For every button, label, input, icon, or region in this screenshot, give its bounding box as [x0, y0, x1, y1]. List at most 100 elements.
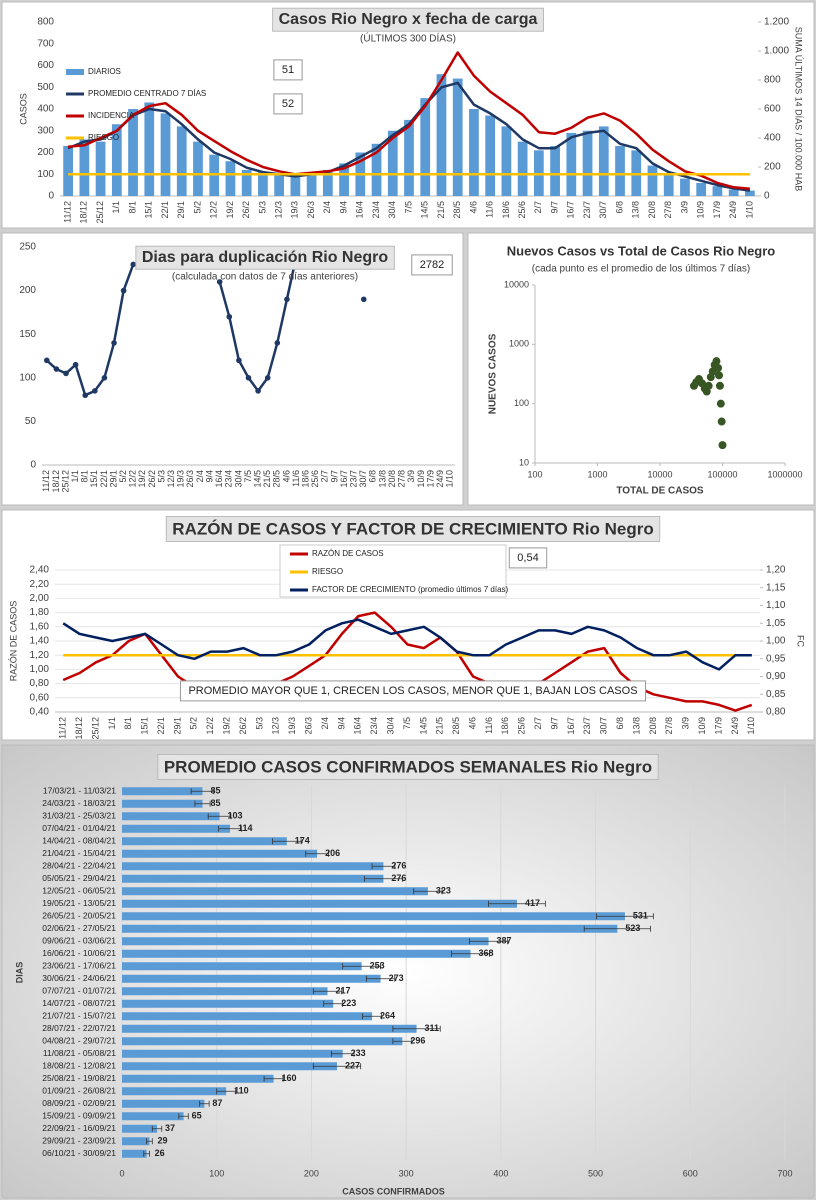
x-tick-label: 19/3 — [176, 470, 186, 488]
x-tick-label: 26/2 — [238, 717, 248, 735]
error-bar — [199, 1100, 210, 1107]
bar — [122, 1099, 205, 1108]
y-tick-label: 1,20 — [30, 650, 50, 661]
x-tick-label: 100 — [527, 469, 542, 479]
value-label: 311 — [425, 1023, 440, 1033]
x-tick-label: 23/7 — [349, 470, 359, 488]
y-tick-label: 1000 — [509, 339, 529, 349]
error-bar — [207, 813, 232, 820]
x-tick-label: 7/5 — [243, 470, 253, 483]
y-tick-label: 10 — [519, 457, 529, 467]
error-bar — [143, 1150, 150, 1157]
x-tick-label: 28/5 — [452, 201, 462, 219]
point — [704, 381, 713, 390]
value-label: 223 — [341, 998, 356, 1008]
bar — [469, 109, 479, 196]
point — [716, 399, 725, 408]
x-tick-label: 21/5 — [436, 201, 446, 219]
bar — [193, 141, 203, 196]
x-tick-label: 17/9 — [425, 470, 435, 488]
bar — [63, 145, 73, 196]
y-tick-label: 200 — [19, 285, 36, 296]
x-tick-label: 30/4 — [385, 717, 395, 735]
x-tick-label: 1/1 — [107, 717, 117, 730]
point — [216, 279, 223, 285]
bar — [122, 937, 489, 946]
x-tick-label: 26/3 — [185, 470, 195, 488]
x-tick-label: 20/8 — [647, 201, 657, 219]
x-tick-label: 27/8 — [664, 717, 674, 735]
x-tick-label: 27/8 — [397, 470, 407, 488]
point — [274, 340, 281, 346]
bar — [322, 169, 333, 196]
x-tick-label: 10000 — [647, 469, 672, 479]
point — [236, 357, 242, 364]
x-tick-label: 22/1 — [156, 717, 166, 735]
x-tick-label: 4/6 — [467, 717, 477, 730]
x-tick-label: 30/4 — [233, 470, 243, 488]
error-bar — [392, 1025, 441, 1032]
value-label: 110 — [234, 1086, 249, 1096]
point — [255, 388, 261, 394]
legend-label: FACTOR DE CRECIMIENTO (promedio últimos … — [312, 585, 509, 594]
x-tick-label: 18/12 — [79, 201, 89, 224]
x-tick-label: 11/6 — [291, 470, 301, 487]
x-tick-label: 19/3 — [287, 717, 297, 735]
y-axis-label: RAZÓN DE CASOS — [8, 601, 18, 682]
y2-tick-label: 200 — [764, 162, 781, 173]
y-tick-label: 800 — [37, 17, 54, 28]
bar — [111, 124, 122, 196]
error-bar — [362, 1013, 382, 1020]
bar — [485, 115, 496, 196]
error-bar — [178, 1113, 189, 1120]
chart-title: Dias para duplicación Rio Negro — [142, 249, 389, 266]
series-line — [62, 618, 752, 671]
x-tick-label: 6/8 — [614, 201, 624, 214]
bar — [306, 172, 317, 196]
y2-axis-label: SUMA ÚLTIMOS 14 DÍAS / 100.000 HAB — [794, 27, 804, 191]
legend-label: DIARIOS — [88, 67, 121, 76]
bar — [122, 837, 287, 846]
x-tick-label: 10/9 — [697, 717, 707, 735]
error-bar — [312, 988, 343, 995]
x-tick-label: 15/1 — [140, 717, 150, 735]
annotation: 51 — [282, 64, 294, 76]
y2-tick-label: 1,00 — [766, 636, 786, 647]
bar — [122, 1137, 150, 1146]
y-tick-label: 0 — [48, 191, 54, 202]
value-label: 417 — [525, 898, 540, 908]
x-tick-label: 20/8 — [648, 717, 658, 735]
y-tick-label: 14/04/21 - 08/04/21 — [42, 836, 116, 846]
value-label: 523 — [625, 923, 640, 933]
x-tick-label: 21/5 — [435, 717, 445, 735]
y-tick-label: 28/04/21 - 22/04/21 — [42, 861, 116, 871]
x-tick-label: 8/1 — [123, 717, 133, 730]
legend-label: PROMEDIO CENTRADO 7 DÍAS — [88, 89, 206, 98]
y-tick-label: 04/08/21 - 29/07/21 — [42, 1036, 116, 1046]
error-bar — [190, 788, 215, 795]
x-tick-label: 25/6 — [517, 201, 527, 219]
bar — [582, 130, 593, 196]
x-tick-label: 24/9 — [435, 470, 445, 488]
y-tick-label: 500 — [37, 82, 54, 93]
bar — [371, 143, 382, 196]
point — [284, 296, 290, 303]
x-axis-label: CASOS CONFIRMADOS — [342, 1186, 445, 1196]
annotation: PROMEDIO MAYOR QUE 1, CRECEN LOS CASOS, … — [188, 685, 637, 697]
x-tick-label: 23/7 — [582, 717, 592, 735]
y-tick-label: 14/07/21 - 08/07/21 — [42, 998, 116, 1008]
y-tick-label: 08/09/21 - 02/09/21 — [42, 1098, 116, 1108]
x-tick-label: 13/8 — [631, 717, 641, 735]
text-box — [165, 515, 661, 542]
x-tick-label: 12/2 — [128, 470, 138, 488]
value-label: 387 — [497, 936, 512, 946]
bar — [122, 1074, 274, 1083]
y2-tick-label: 600 — [764, 104, 781, 115]
panel — [467, 232, 815, 506]
y-tick-label: 1,40 — [30, 636, 50, 647]
bar — [436, 74, 447, 196]
x-tick-label: 11/6 — [484, 717, 494, 734]
x-tick-label: 10/9 — [416, 470, 426, 488]
y2-tick-label: 400 — [764, 133, 781, 144]
